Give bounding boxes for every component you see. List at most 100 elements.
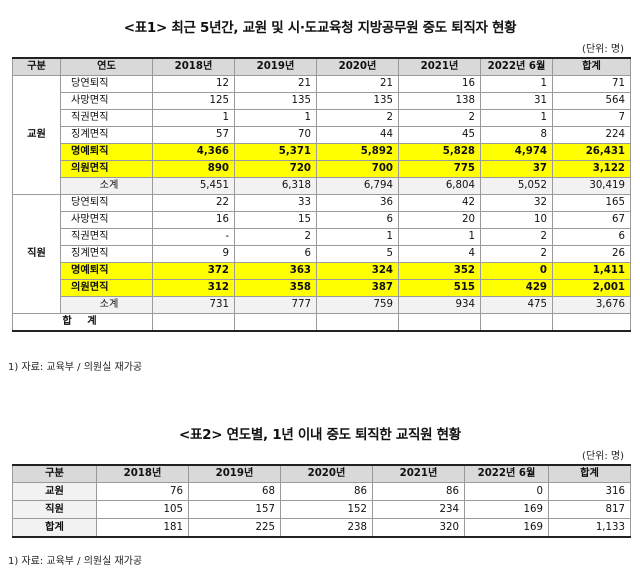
table2-cell: 225 [188, 518, 281, 538]
table1-header-cell: 2018년 [152, 57, 235, 76]
table1-cell: 44 [316, 126, 399, 144]
table1-row: 교원 당연퇴직 12 21 21 16 1 71 [12, 75, 631, 195]
table2-row-label: 합계 [12, 518, 97, 538]
table1-row: 징계면직 57 70 44 45 8 224 [13, 126, 631, 144]
table1-row-label: 의원면직 [60, 279, 153, 297]
table1-cell: 387 [316, 279, 399, 297]
table1-cell: 36 [316, 194, 399, 212]
table1-cell: 1 [480, 75, 553, 93]
table1-cell: 515 [398, 279, 481, 297]
table1: 구분 연도 2018년 2019년 2020년 2021년 2022년 6월 합… [12, 57, 631, 332]
table1-cell: 138 [398, 92, 481, 110]
table1-row-label: 당연퇴직 [60, 194, 153, 212]
table1-cell: 429 [480, 279, 553, 297]
table1-group-label: 직원 [12, 194, 61, 314]
table1-cell: 1 [316, 228, 399, 246]
table1-cell: 20 [398, 211, 481, 229]
table2-row-label: 교원 [12, 482, 97, 501]
table1-cell: 2 [480, 228, 553, 246]
table1-row: 사망면직 125 135 135 138 31 564 [13, 92, 631, 110]
table1-cell: - [152, 228, 235, 246]
table2-cell: 320 [372, 518, 465, 538]
table1-row: 의원면직 890 720 700 775 37 3,122 [13, 160, 631, 178]
table2-cell: 76 [96, 482, 189, 501]
table1-row: 직권면직 1 1 2 2 1 7 [13, 109, 631, 127]
table2-cell: 169 [464, 500, 549, 519]
table2-cell: 86 [372, 482, 465, 501]
table1-row: 직권면직 -2 1 1 2 6 [13, 228, 631, 246]
table2-header-cell: 합계 [548, 464, 631, 483]
table1-cell: 358 [234, 279, 317, 297]
table2-header-cell: 구분 [12, 464, 97, 483]
table1-cell: 4,974 [480, 143, 553, 161]
table1-cell: 125 [152, 92, 235, 110]
table1-cell: 30,419 [552, 177, 631, 195]
table2-cell: 316 [548, 482, 631, 501]
table1-row-label: 직권면직 [60, 109, 153, 127]
table2-cell: 152 [280, 500, 373, 519]
table1-cell: 1,411 [552, 262, 631, 280]
table1-cell: 33 [234, 194, 317, 212]
table1-cell: 7 [552, 109, 631, 127]
table2-header-row: 구분 2018년 2019년 2020년 2021년 2022년 6월 합계 [12, 464, 631, 483]
table1-header-cell: 2019년 [234, 57, 317, 76]
table1-cell: 363 [234, 262, 317, 280]
table1-title: <표1> 최근 5년간, 교원 및 시·도교육청 지방공무원 중도 퇴직자 현황 [123, 20, 517, 36]
table2-header-cell: 2018년 [96, 464, 189, 483]
table1-total-label: 합 계 [12, 313, 153, 332]
table2-row-label: 직원 [12, 500, 97, 519]
table1-cell: 22 [152, 194, 235, 212]
table1-cell: 3,676 [552, 296, 631, 314]
table1-row: 징계면직 9 6 5 4 2 26 [13, 245, 631, 263]
table1-cell: 6 [234, 245, 317, 263]
table1-cell: 2,001 [552, 279, 631, 297]
table1-note: 1) 자료: 교육부 / 의원실 재가공 [8, 362, 143, 373]
table1-cell: 8 [480, 126, 553, 144]
table1-cell: 720 [234, 160, 317, 178]
table1-cell: 16 [152, 211, 235, 229]
table1-row-label: 징계면직 [60, 126, 153, 144]
table1-row: 명예퇴직 4,366 5,371 5,892 5,828 4,974 26,431 [13, 143, 631, 161]
table1-cell: 9 [152, 245, 235, 263]
table1-cell: 5 [316, 245, 399, 263]
table1-row-label: 직권면직 [60, 228, 153, 246]
table2-cell: 181 [96, 518, 189, 538]
table1-row: 사망면직 16 15 6 20 10 67 [13, 211, 631, 229]
table1-row-label: 사망면직 [60, 92, 153, 110]
table1-total-cell [234, 313, 317, 332]
table1-cell: 934 [398, 296, 481, 314]
table2-row: 교원 76 68 86 86 0 316 [12, 482, 631, 501]
table1-total-cell [552, 313, 631, 332]
table1-header-cell: 2022년 6월 [480, 57, 553, 76]
table1-cell: 352 [398, 262, 481, 280]
table1-cell: 135 [234, 92, 317, 110]
table1-row-label: 의원면직 [60, 160, 153, 178]
table2-cell: 105 [96, 500, 189, 519]
table1-cell: 6 [552, 228, 631, 246]
table1-group-label: 교원 [12, 75, 61, 195]
table1-cell: 2 [480, 245, 553, 263]
table1-cell: 890 [152, 160, 235, 178]
table1-cell: 775 [398, 160, 481, 178]
table1-cell: 67 [552, 211, 631, 229]
table1-cell: 26,431 [552, 143, 631, 161]
table1-row-label: 명예퇴직 [60, 262, 153, 280]
table1-cell: 6,794 [316, 177, 399, 195]
table1-total-cell [152, 313, 235, 332]
table1-row-label: 명예퇴직 [60, 143, 153, 161]
table1-cell: 71 [552, 75, 631, 93]
table1-cell: 1 [234, 109, 317, 127]
table2-header-cell: 2019년 [188, 464, 281, 483]
table1-cell: 1 [398, 228, 481, 246]
table1-row: 소계 731 777 759 934 475 3,676 [13, 296, 631, 314]
table1-row-label: 소계 [60, 296, 153, 314]
table1-cell: 10 [480, 211, 553, 229]
table2-cell: 1,133 [548, 518, 631, 538]
table1-cell: 312 [152, 279, 235, 297]
table1-cell: 31 [480, 92, 553, 110]
table2-cell: 238 [280, 518, 373, 538]
table2-header-cell: 2022년 6월 [464, 464, 549, 483]
table1-cell: 2 [234, 228, 317, 246]
table1-row-label: 징계면직 [60, 245, 153, 263]
table2-header-cell: 2020년 [280, 464, 373, 483]
